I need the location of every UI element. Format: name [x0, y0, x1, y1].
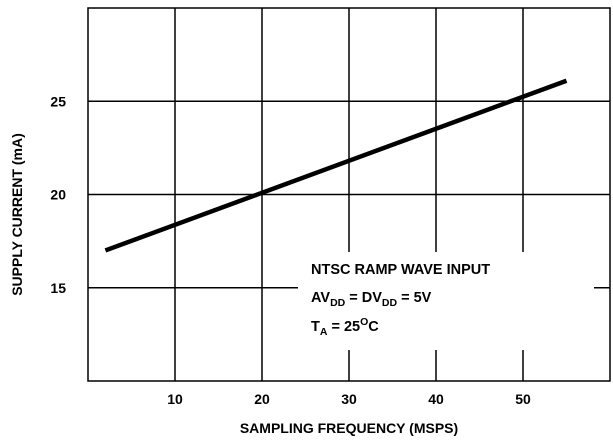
x-tick-label: 20: [254, 391, 270, 407]
x-tick-label: 30: [341, 391, 357, 407]
annotation-line2: AVDD = DVDD = 5V: [311, 290, 432, 309]
y-tick-label: 15: [50, 280, 66, 296]
annotation-background: [298, 252, 594, 350]
annotation-part: AV: [311, 290, 330, 306]
plot-frame: [87, 7, 611, 382]
x-axis-label: SAMPLING FREQUENCY (MSPS): [240, 420, 458, 436]
y-axis-label: SUPPLY CURRENT (mA): [9, 133, 25, 296]
annotation-part: = 5V: [397, 290, 432, 306]
annotation-line3: TA = 25OC: [311, 316, 379, 338]
x-tick-labels: 10 20 30 40 50: [167, 391, 531, 407]
annotation-part: = 25: [327, 319, 360, 335]
x-tick-label: 10: [167, 391, 183, 407]
y-tick-labels: 15 20 25: [50, 93, 66, 296]
annotation-part: C: [368, 319, 379, 335]
annotation-part: NTSC RAMP WAVE INPUT: [311, 262, 490, 278]
annotation-part: A: [320, 326, 328, 338]
series-layer: [104, 78, 568, 253]
x-tick-label: 50: [515, 391, 531, 407]
annotation-line1: NTSC RAMP WAVE INPUT: [311, 262, 490, 278]
annotation-part: DD: [382, 297, 398, 309]
y-tick-label: 25: [50, 93, 66, 109]
annotation-part: DD: [330, 297, 346, 309]
series-line-0: [104, 78, 568, 253]
annotation-part: = DV: [345, 290, 382, 306]
annotation-part: T: [311, 319, 320, 335]
y-tick-label: 20: [50, 187, 66, 203]
annotation-part: O: [360, 316, 368, 328]
x-tick-label: 40: [428, 391, 444, 407]
